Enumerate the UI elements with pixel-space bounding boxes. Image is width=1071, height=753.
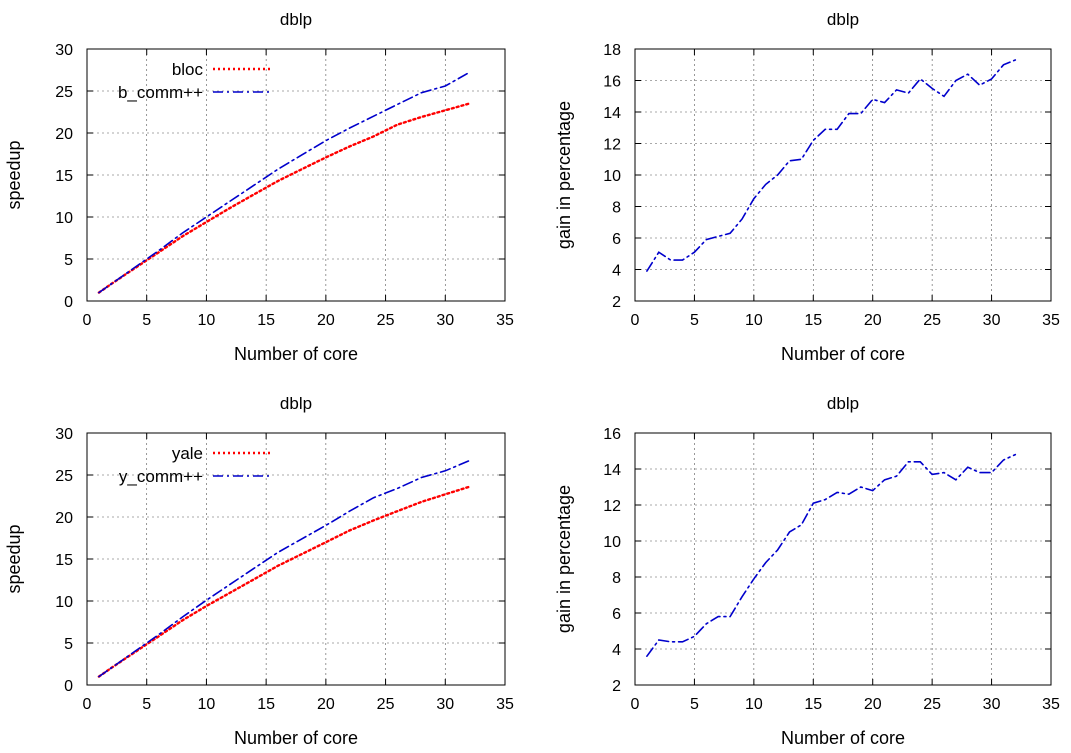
y-tick-label: 14 (603, 462, 621, 479)
y-tick-label: 16 (603, 74, 621, 91)
series-line-gain (646, 453, 1017, 658)
y-tick-label: 8 (612, 200, 621, 217)
series-line-yale (97, 485, 471, 678)
y-tick-label: 10 (603, 534, 621, 551)
chart-panel-2: 0 5 10 15 20 25 30 35 2 4 6 8 10 12 14 16 18 dblp Number o… (554, 10, 1060, 364)
x-tick-label: 15 (804, 696, 822, 713)
y-tick-label: 4 (612, 263, 621, 280)
x-axis-label: Number of core (781, 344, 905, 364)
plot-frame (634, 48, 1052, 302)
x-tick-label: 15 (257, 696, 275, 713)
y-tick-label: 20 (55, 510, 73, 527)
x-tick-label: 5 (690, 696, 699, 713)
x-tick-label: 35 (1042, 696, 1060, 713)
y-tick-label: 10 (55, 594, 73, 611)
y-tick-label: 20 (55, 126, 73, 143)
x-tick-label: 30 (983, 696, 1001, 713)
y-tick-label: 16 (603, 426, 621, 443)
x-tick-label: 5 (690, 312, 699, 329)
x-tick-label: 0 (83, 696, 92, 713)
x-axis-label: Number of core (234, 344, 358, 364)
x-tick-label: 20 (864, 312, 882, 329)
legend-label: bloc (172, 60, 204, 79)
x-tick-label: 15 (804, 312, 822, 329)
y-tick-label: 2 (612, 294, 621, 311)
x-tick-label: 0 (631, 696, 640, 713)
y-tick-label: 6 (612, 606, 621, 623)
plot-frame (634, 432, 1052, 686)
series-line-b_comm++ (98, 71, 471, 294)
x-tick-label: 10 (745, 696, 763, 713)
x-tick-label: 30 (983, 312, 1001, 329)
x-tick-label: 10 (745, 312, 763, 329)
chart-title: dblp (827, 10, 859, 29)
x-tick-label: 30 (436, 696, 454, 713)
y-axis-label: speedup (4, 140, 24, 209)
y-tick-label: 8 (612, 570, 621, 587)
x-axis-label: Number of core (781, 728, 905, 748)
y-tick-label: 0 (64, 294, 73, 311)
y-tick-label: 2 (612, 678, 621, 695)
x-tick-label: 0 (631, 312, 640, 329)
x-tick-label: 25 (377, 312, 395, 329)
x-tick-label: 35 (496, 312, 514, 329)
chart-panel-3: 0 5 10 15 20 25 30 35 0 5 10 15 20 25 30 dblp Number of … (4, 394, 514, 748)
x-tick-label: 20 (317, 696, 335, 713)
chart-title: dblp (280, 10, 312, 29)
y-tick-label: 5 (64, 252, 73, 269)
y-tick-label: 18 (603, 42, 621, 59)
chart-title: dblp (827, 394, 859, 413)
x-tick-label: 25 (377, 696, 395, 713)
y-tick-label: 10 (55, 210, 73, 227)
y-tick-label: 4 (612, 642, 621, 659)
x-tick-label: 15 (257, 312, 275, 329)
legend-label: b_comm++ (118, 83, 203, 102)
x-tick-label: 20 (864, 696, 882, 713)
y-axis-label: gain in percentage (554, 485, 574, 633)
legend-label: y_comm++ (119, 467, 203, 486)
y-tick-label: 0 (64, 678, 73, 695)
y-tick-label: 12 (603, 137, 621, 154)
y-tick-label: 10 (603, 168, 621, 185)
series-line-bloc (97, 102, 471, 294)
y-tick-label: 12 (603, 498, 621, 515)
x-axis-label: Number of core (234, 728, 358, 748)
y-tick-label: 5 (64, 636, 73, 653)
series-line-gain (646, 59, 1017, 272)
y-tick-label: 14 (603, 105, 621, 122)
chart-title: dblp (280, 394, 312, 413)
chart-panel-1: 0 5 10 15 20 25 30 35 0 5 10 15 20 25 30 dblp Number of … (4, 10, 514, 364)
y-tick-label: 30 (55, 42, 73, 59)
y-tick-label: 25 (55, 84, 73, 101)
x-tick-label: 0 (83, 312, 92, 329)
x-tick-label: 5 (142, 312, 151, 329)
series-line-y_comm++ (98, 459, 471, 678)
x-tick-label: 20 (317, 312, 335, 329)
y-axis-label: gain in percentage (554, 101, 574, 249)
x-tick-label: 25 (923, 696, 941, 713)
y-tick-label: 30 (55, 426, 73, 443)
x-tick-label: 30 (436, 312, 454, 329)
y-axis-label: speedup (4, 524, 24, 593)
x-tick-label: 10 (198, 696, 216, 713)
legend-label: yale (172, 444, 203, 463)
x-tick-label: 5 (142, 696, 151, 713)
x-tick-label: 25 (923, 312, 941, 329)
x-tick-label: 35 (1042, 312, 1060, 329)
y-tick-label: 6 (612, 231, 621, 248)
x-tick-label: 35 (496, 696, 514, 713)
y-tick-label: 15 (55, 168, 73, 185)
chart-panel-4: 0 5 10 15 20 25 30 35 2 4 6 8 10 12 14 16 dblp Number of … (554, 394, 1060, 748)
x-tick-label: 10 (198, 312, 216, 329)
y-tick-label: 25 (55, 468, 73, 485)
y-tick-label: 15 (55, 552, 73, 569)
